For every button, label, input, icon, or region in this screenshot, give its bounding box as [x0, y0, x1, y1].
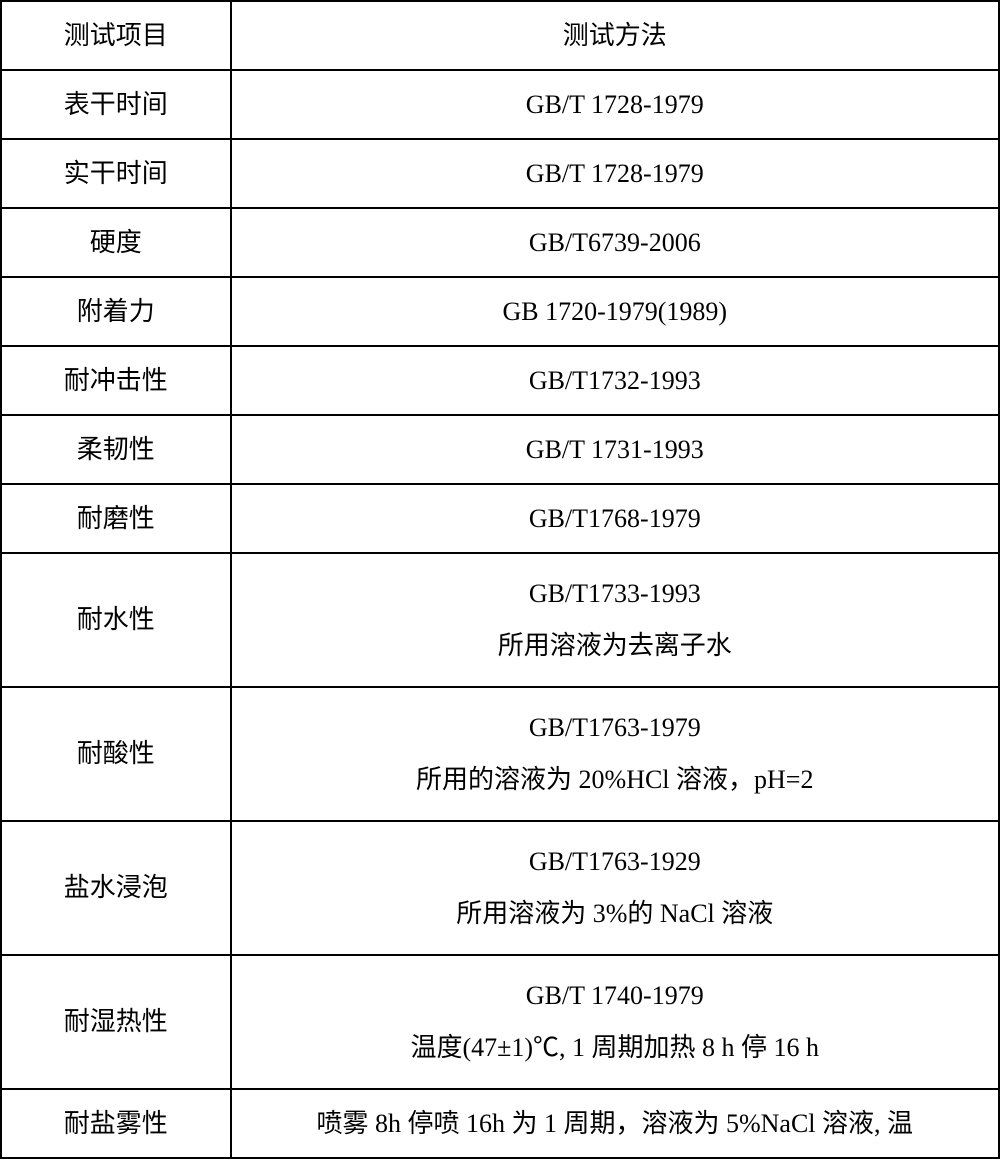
header-item-cell: 测试项目	[1, 1, 231, 70]
table-row: 盐水浸泡 GB/T1763-1929 所用溶液为 3%的 NaCl 溶液	[1, 821, 999, 955]
item-cell: 实干时间	[1, 139, 231, 208]
table-row: 硬度 GB/T6739-2006	[1, 208, 999, 277]
method-cell: GB/T1733-1993 所用溶液为去离子水	[231, 553, 999, 687]
item-cell: 附着力	[1, 277, 231, 346]
item-cell: 表干时间	[1, 70, 231, 139]
method-line: 温度(47±1)℃, 1 周期加热 8 h 停 16 h	[240, 1022, 990, 1074]
method-line: GB/T1733-1993	[240, 568, 990, 620]
method-line: 所用溶液为去离子水	[240, 620, 990, 672]
table-row: 耐水性 GB/T1733-1993 所用溶液为去离子水	[1, 553, 999, 687]
table-row: 表干时间 GB/T 1728-1979	[1, 70, 999, 139]
method-cell: 喷雾 8h 停喷 16h 为 1 周期，溶液为 5%NaCl 溶液, 温	[231, 1089, 999, 1158]
test-methods-table: 测试项目 测试方法 表干时间 GB/T 1728-1979 实干时间 GB/T …	[0, 0, 1000, 1159]
method-cell: GB/T 1740-1979 温度(47±1)℃, 1 周期加热 8 h 停 1…	[231, 955, 999, 1089]
table-row: 实干时间 GB/T 1728-1979	[1, 139, 999, 208]
item-cell: 耐湿热性	[1, 955, 231, 1089]
header-method-cell: 测试方法	[231, 1, 999, 70]
item-cell: 耐冲击性	[1, 346, 231, 415]
method-cell: GB/T 1728-1979	[231, 139, 999, 208]
method-cell: GB 1720-1979(1989)	[231, 277, 999, 346]
table-row: 柔韧性 GB/T 1731-1993	[1, 415, 999, 484]
method-cell: GB/T 1728-1979	[231, 70, 999, 139]
table-row: 附着力 GB 1720-1979(1989)	[1, 277, 999, 346]
table-row: 耐湿热性 GB/T 1740-1979 温度(47±1)℃, 1 周期加热 8 …	[1, 955, 999, 1089]
item-cell: 耐盐雾性	[1, 1089, 231, 1158]
method-line: 所用溶液为 3%的 NaCl 溶液	[240, 888, 990, 940]
item-cell: 耐酸性	[1, 687, 231, 821]
item-cell: 耐水性	[1, 553, 231, 687]
item-cell: 盐水浸泡	[1, 821, 231, 955]
table-row: 耐酸性 GB/T1763-1979 所用的溶液为 20%HCl 溶液，pH=2	[1, 687, 999, 821]
table-row: 耐冲击性 GB/T1732-1993	[1, 346, 999, 415]
table-row: 耐磨性 GB/T1768-1979	[1, 484, 999, 553]
item-cell: 柔韧性	[1, 415, 231, 484]
method-cell: GB/T 1731-1993	[231, 415, 999, 484]
table-header-row: 测试项目 测试方法	[1, 1, 999, 70]
item-cell: 硬度	[1, 208, 231, 277]
method-cell: GB/T6739-2006	[231, 208, 999, 277]
method-cell: GB/T1763-1929 所用溶液为 3%的 NaCl 溶液	[231, 821, 999, 955]
item-cell: 耐磨性	[1, 484, 231, 553]
method-line: GB/T1763-1979	[240, 702, 990, 754]
method-line: GB/T1763-1929	[240, 836, 990, 888]
method-cell: GB/T1732-1993	[231, 346, 999, 415]
method-line: 所用的溶液为 20%HCl 溶液，pH=2	[240, 754, 990, 806]
method-line: GB/T 1740-1979	[240, 970, 990, 1022]
table-row: 耐盐雾性 喷雾 8h 停喷 16h 为 1 周期，溶液为 5%NaCl 溶液, …	[1, 1089, 999, 1158]
method-cell: GB/T1768-1979	[231, 484, 999, 553]
method-cell: GB/T1763-1979 所用的溶液为 20%HCl 溶液，pH=2	[231, 687, 999, 821]
